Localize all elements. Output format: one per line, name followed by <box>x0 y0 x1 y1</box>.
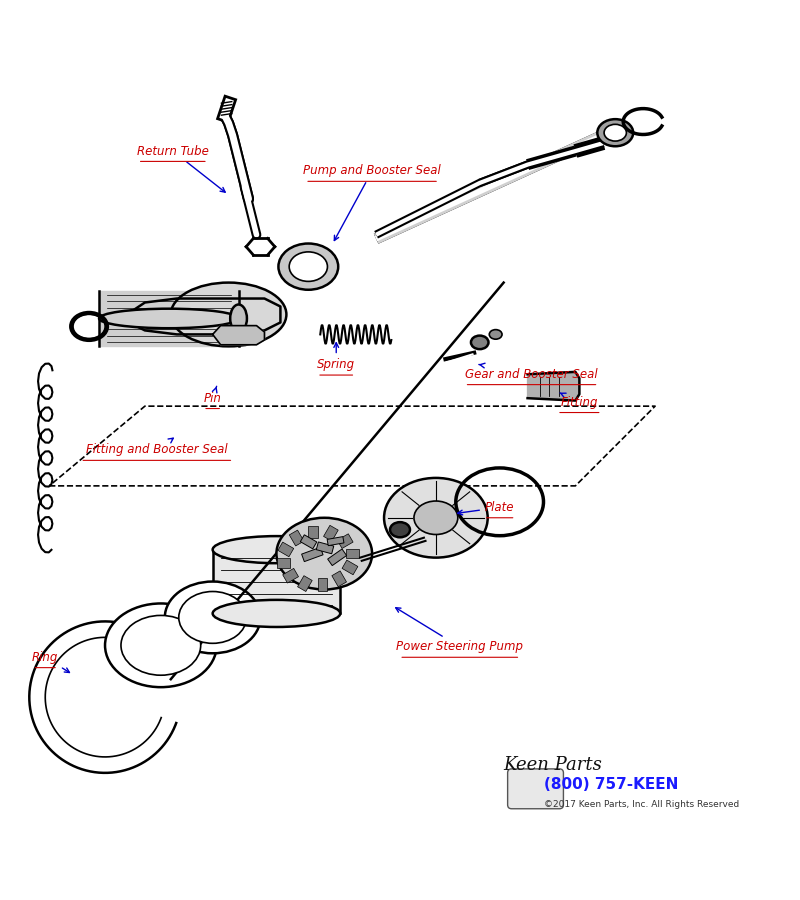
Bar <box>290 530 304 546</box>
FancyBboxPatch shape <box>508 769 563 809</box>
Bar <box>332 571 346 587</box>
Text: ©2017 Keen Parts, Inc. All Rights Reserved: ©2017 Keen Parts, Inc. All Rights Reserv… <box>543 800 738 809</box>
Ellipse shape <box>289 252 327 282</box>
Bar <box>342 560 358 575</box>
Bar <box>316 542 334 554</box>
Text: Pin: Pin <box>204 386 222 405</box>
Text: Return Tube: Return Tube <box>137 145 225 193</box>
Text: Keen Parts: Keen Parts <box>504 756 602 774</box>
Ellipse shape <box>105 604 217 688</box>
Text: Ring: Ring <box>32 651 70 672</box>
Bar <box>338 534 353 548</box>
Ellipse shape <box>277 518 372 590</box>
Ellipse shape <box>230 304 247 332</box>
Ellipse shape <box>213 536 340 563</box>
Text: Fitting: Fitting <box>560 393 598 409</box>
Ellipse shape <box>121 616 201 675</box>
Bar <box>298 576 312 591</box>
Polygon shape <box>129 299 281 335</box>
Ellipse shape <box>278 244 338 290</box>
Ellipse shape <box>170 283 286 346</box>
Text: Pump and Booster Seal: Pump and Booster Seal <box>303 165 441 240</box>
Bar <box>308 526 318 538</box>
Ellipse shape <box>471 336 489 349</box>
Polygon shape <box>213 326 265 345</box>
Text: Gear and Booster Seal: Gear and Booster Seal <box>466 364 598 381</box>
Bar <box>300 535 317 549</box>
FancyBboxPatch shape <box>213 550 340 614</box>
Ellipse shape <box>604 124 626 141</box>
Bar <box>323 526 338 541</box>
Text: Plate: Plate <box>458 501 514 515</box>
Bar <box>328 549 346 565</box>
Bar <box>318 579 327 591</box>
Polygon shape <box>99 291 238 346</box>
Text: Fitting and Booster Seal: Fitting and Booster Seal <box>86 438 228 456</box>
Bar <box>327 536 344 545</box>
Text: Power Steering Pump: Power Steering Pump <box>396 608 523 653</box>
Ellipse shape <box>165 581 261 653</box>
Text: (800) 757-KEEN: (800) 757-KEEN <box>543 778 678 792</box>
Ellipse shape <box>490 329 502 339</box>
Bar <box>302 547 323 562</box>
Ellipse shape <box>99 309 238 328</box>
Polygon shape <box>527 372 579 400</box>
Ellipse shape <box>390 522 410 537</box>
Ellipse shape <box>213 600 340 627</box>
Bar <box>278 558 290 568</box>
Bar <box>278 542 294 557</box>
Ellipse shape <box>598 119 633 147</box>
Ellipse shape <box>178 591 246 644</box>
Ellipse shape <box>384 478 488 558</box>
Text: Spring: Spring <box>317 343 355 371</box>
Bar <box>346 549 358 558</box>
Ellipse shape <box>414 501 458 535</box>
Bar <box>282 569 298 583</box>
